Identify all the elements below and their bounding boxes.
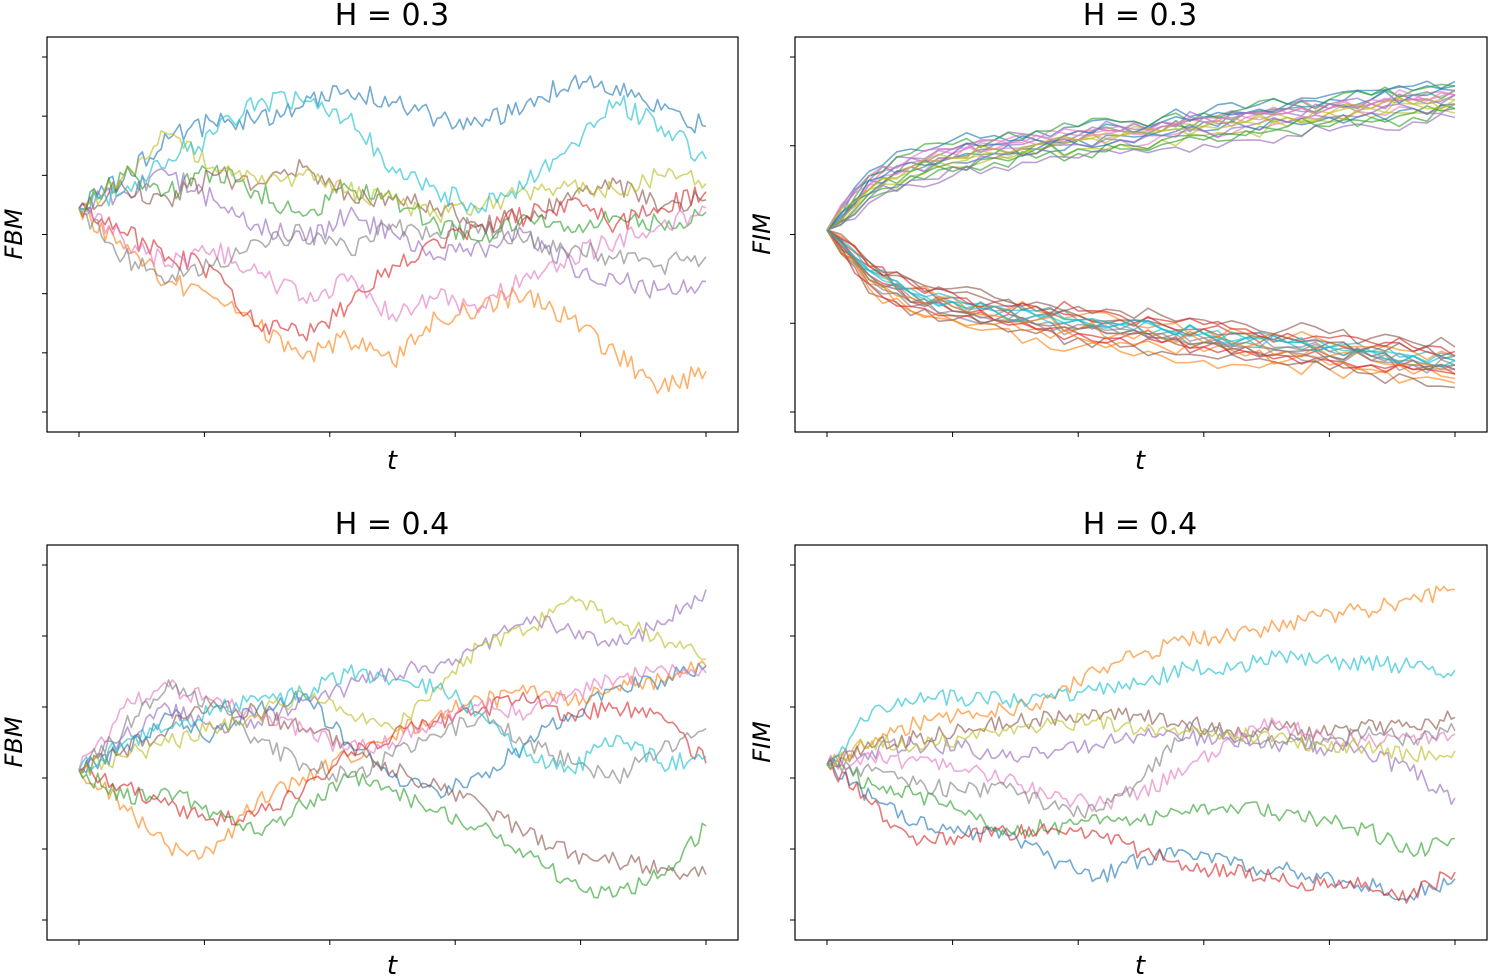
series-line [78, 74, 707, 210]
series-line [826, 229, 1456, 357]
series-line [78, 679, 707, 785]
series-line [826, 89, 1456, 231]
series-line [78, 158, 707, 234]
series-line [78, 700, 707, 880]
series-line [78, 691, 707, 827]
series-line [78, 90, 707, 214]
panel-title: H = 0.4 [1083, 507, 1197, 542]
x-axis-label: t [387, 951, 398, 979]
series-line [826, 585, 1455, 766]
series-line [78, 207, 707, 285]
series-line [826, 650, 1456, 766]
series-line [826, 96, 1456, 231]
series-line [826, 83, 1456, 231]
series-line [826, 229, 1456, 380]
panel-fbm-h03: H = 0.3 t FBM [0, 0, 739, 476]
plot-area [826, 80, 1456, 389]
x-axis-label: t [387, 446, 398, 476]
series-line [78, 663, 707, 771]
series-line [826, 103, 1456, 231]
panel-fim-h04: H = 0.4 t FIM [748, 507, 1488, 979]
panel-title: H = 0.4 [335, 507, 449, 542]
series-line [78, 186, 707, 342]
axes-frame [46, 544, 739, 941]
series-line [826, 712, 1456, 771]
series-line [826, 229, 1456, 364]
series-line [826, 88, 1456, 231]
series-line [78, 167, 707, 299]
series-line [78, 204, 707, 395]
y-axis-label: FBM [0, 716, 28, 767]
y-axis-label: FBM [0, 208, 28, 259]
series-line [78, 664, 707, 775]
series-line [826, 229, 1456, 357]
y-axis-label: FIM [748, 721, 776, 763]
series-line [78, 660, 707, 860]
y-axis-label: FIM [748, 213, 776, 255]
series-line [826, 80, 1456, 231]
series-line [78, 205, 707, 323]
series-line [826, 727, 1456, 805]
series-line [78, 130, 707, 224]
plot-area [78, 74, 707, 395]
panel-title: H = 0.3 [1083, 0, 1197, 33]
series-line [826, 103, 1456, 231]
series-line [78, 662, 707, 799]
series-line [78, 769, 707, 899]
series-line [826, 758, 1456, 904]
panel-fbm-h04: H = 0.4 t FBM [0, 507, 739, 979]
series-line [78, 589, 707, 774]
series-line [826, 720, 1456, 819]
x-axis-label: t [1135, 446, 1146, 476]
series-line [826, 103, 1456, 231]
series-line [826, 97, 1456, 231]
x-axis-label: t [1135, 951, 1146, 979]
series-line [826, 105, 1456, 231]
axes-frame [794, 544, 1488, 941]
plot-area [826, 585, 1456, 904]
series-line [78, 595, 707, 777]
panel-fim-h03: H = 0.3 t FIM [748, 0, 1488, 476]
series-line [826, 229, 1456, 370]
series-line [826, 229, 1456, 384]
series-line [826, 113, 1456, 231]
series-line [826, 229, 1456, 371]
panel-title: H = 0.3 [335, 0, 449, 33]
plot-area [78, 589, 707, 899]
